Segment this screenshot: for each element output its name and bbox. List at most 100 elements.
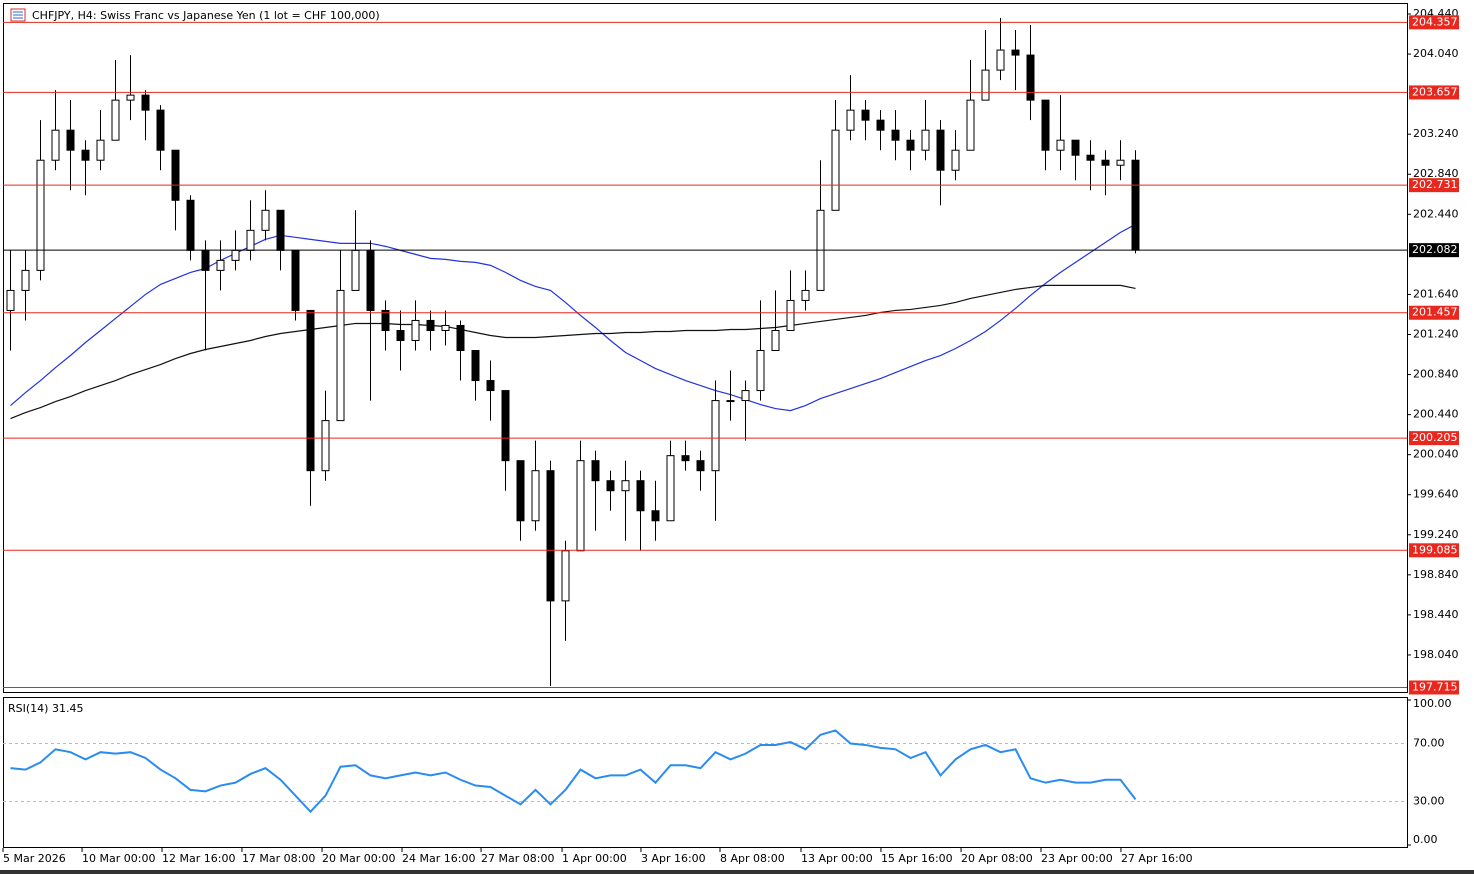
candle-body xyxy=(126,94,135,101)
candle-body xyxy=(951,149,960,171)
candle-body xyxy=(426,319,435,331)
candle-body xyxy=(471,350,480,382)
y-tick-label: 200.440 xyxy=(1413,408,1459,421)
candle-body xyxy=(186,199,195,251)
y-tick-label: 202.840 xyxy=(1413,167,1459,180)
candle-body xyxy=(1101,159,1110,166)
y-tick-label: 202.440 xyxy=(1413,207,1459,220)
candle-body xyxy=(156,109,165,151)
candle-body xyxy=(21,269,30,291)
candle-body xyxy=(666,455,675,522)
candle-body xyxy=(261,209,270,231)
level-label-bg xyxy=(1409,178,1459,193)
candle-body xyxy=(51,129,60,161)
x-tick-label: 15 Apr 16:00 xyxy=(881,852,953,865)
candle-body xyxy=(96,139,105,161)
candle-body xyxy=(306,309,315,472)
candle-body xyxy=(921,129,930,151)
level-label: 200.205 xyxy=(1412,431,1458,444)
candle-body xyxy=(396,329,405,341)
level-label-bg xyxy=(1409,305,1459,320)
level-label-bg xyxy=(1409,431,1459,446)
candle-body xyxy=(861,109,870,121)
candle-body xyxy=(771,329,780,352)
candle-body xyxy=(381,309,390,331)
candle-body xyxy=(561,550,570,602)
x-tick-label: 17 Mar 08:00 xyxy=(242,852,315,865)
x-tick-label: 27 Apr 16:00 xyxy=(1121,852,1193,865)
candle-body xyxy=(216,259,225,271)
level-label: 204.357 xyxy=(1412,15,1458,28)
candle-body xyxy=(36,159,45,271)
candle-body xyxy=(846,109,855,131)
current-price-bg xyxy=(1409,243,1459,258)
candle-body xyxy=(966,99,975,151)
x-tick-label: 20 Mar 00:00 xyxy=(322,852,395,865)
candle-body xyxy=(696,460,705,472)
candle-body xyxy=(681,455,690,462)
candle-body xyxy=(906,139,915,151)
candle-body xyxy=(636,480,645,512)
candle-body xyxy=(741,390,750,402)
y-tick-label: 203.240 xyxy=(1413,127,1459,140)
rsi-line xyxy=(10,729,1137,814)
x-tick-label: 23 Apr 00:00 xyxy=(1041,852,1113,865)
candle-body xyxy=(876,119,885,131)
y-tick-label: 0.00 xyxy=(1413,833,1438,846)
chart-title: CHFJPY, H4: Swiss Franc vs Japanese Yen … xyxy=(32,9,380,22)
current-price-label: 202.082 xyxy=(1412,243,1458,256)
level-label: 201.457 xyxy=(1412,306,1458,319)
candle-body xyxy=(321,420,330,472)
candle-body xyxy=(291,249,300,311)
y-tick-label: 200.840 xyxy=(1413,368,1459,381)
candle-body xyxy=(276,209,285,251)
candle-body xyxy=(1041,99,1050,151)
candle-body xyxy=(786,299,795,331)
x-tick-label: 10 Mar 00:00 xyxy=(82,852,155,865)
y-tick-label: 100.00 xyxy=(1413,697,1452,710)
y-tick-label: 198.440 xyxy=(1413,608,1459,621)
candle-body xyxy=(1011,49,1020,56)
level-label: 199.085 xyxy=(1412,543,1458,556)
x-tick-label: 27 Mar 08:00 xyxy=(481,852,554,865)
candle-body xyxy=(201,249,210,271)
candle-body xyxy=(81,149,90,161)
candle-body xyxy=(831,129,840,211)
y-tick-label: 30.00 xyxy=(1413,795,1445,808)
level-label-bg xyxy=(1409,680,1459,695)
candle-body xyxy=(711,400,720,472)
y-tick-label: 70.00 xyxy=(1413,737,1445,750)
candle-body xyxy=(441,324,450,331)
moving-average xyxy=(10,284,1136,420)
x-tick-label: 5 Mar 2026 xyxy=(3,852,66,865)
candle-body xyxy=(1116,159,1125,166)
candle-body xyxy=(171,149,180,201)
level-label-bg xyxy=(1409,15,1459,30)
y-tick-label: 204.040 xyxy=(1413,47,1459,60)
x-tick-label: 1 Apr 00:00 xyxy=(562,852,627,865)
candle-body xyxy=(411,319,420,341)
candle-body xyxy=(546,470,555,602)
y-tick-label: 198.040 xyxy=(1413,648,1459,661)
candle-body xyxy=(576,460,585,552)
candle-body xyxy=(1071,139,1080,156)
level-label: 203.657 xyxy=(1412,85,1458,98)
candle-body xyxy=(111,99,120,141)
candle-body xyxy=(501,390,510,462)
candle-body xyxy=(351,249,360,291)
candle-body xyxy=(231,249,240,261)
price-panel xyxy=(3,3,1408,693)
y-tick-label: 198.840 xyxy=(1413,568,1459,581)
level-label-bg xyxy=(1409,543,1459,558)
y-tick-label: 200.040 xyxy=(1413,448,1459,461)
candle-body xyxy=(486,380,495,392)
candle-body xyxy=(891,129,900,141)
candle-body xyxy=(981,69,990,101)
candle-body xyxy=(591,460,600,482)
bottom-bar xyxy=(0,870,1474,874)
y-tick-label: 201.240 xyxy=(1413,327,1459,340)
candle-body xyxy=(366,249,375,311)
candle-body xyxy=(651,510,660,522)
